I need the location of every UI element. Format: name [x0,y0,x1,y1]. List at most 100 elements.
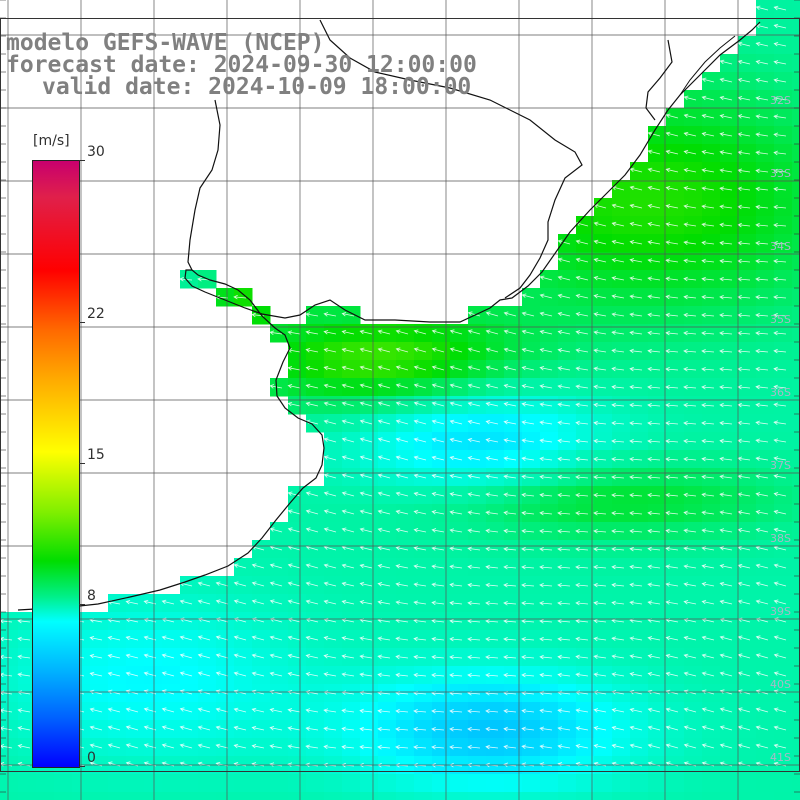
wind-arrow [233,599,247,605]
wind-cell [612,504,631,523]
wind-arrow [701,204,715,209]
wind-arrow [377,455,391,461]
wind-cell [468,792,487,800]
wind-arrow [125,743,139,749]
wind-cell [522,648,541,667]
wind-cell [594,558,613,577]
wind-arrow [557,492,571,498]
wind-cell [540,630,559,649]
wind-cell [558,486,577,505]
wind-cell [306,774,325,793]
wind-arrow [521,293,535,299]
wind-arrow [755,5,769,11]
wind-arrow [341,383,355,389]
wind-cell [594,450,613,469]
wind-arrow [611,743,625,749]
wind-arrow [629,439,643,444]
wind-arrow [719,671,733,677]
wind-arrow [539,311,553,317]
wind-arrow [755,96,769,101]
wind-arrow [719,635,733,641]
wind-arrow [611,618,625,624]
wind-cell [504,558,523,577]
wind-cell [738,252,757,271]
wind-cell [432,792,451,800]
wind-arrow [755,581,769,587]
wind-arrow [701,258,715,264]
wind-arrow [665,113,679,119]
wind-cell [774,162,793,181]
wind-arrow [593,582,607,588]
wind-arrow [431,347,445,353]
wind-arrow [557,384,571,389]
wind-cell [414,666,433,685]
wind-cell [792,468,800,487]
wind-cell [648,378,667,397]
wind-arrow [755,671,769,677]
wind-cell [486,612,505,631]
wind-arrow [629,546,643,552]
wind-arrow [485,492,499,497]
wind-cell [468,702,487,721]
wind-cell [576,558,595,577]
wind-arrow [629,384,643,390]
wind-arrow [773,5,787,11]
wind-arrow [701,222,715,228]
wind-arrow [701,474,715,480]
wind-arrow [323,708,337,713]
wind-cell [468,576,487,595]
wind-arrow [701,131,715,137]
wind-arrow [701,168,715,173]
wind-cell [666,774,685,793]
wind-arrow [125,689,139,695]
wind-arrow [413,582,427,587]
wind-arrow [719,581,733,587]
wind-cell [522,684,541,703]
wind-cell [738,378,757,397]
wind-arrow [665,149,679,155]
wind-cell [468,666,487,685]
wind-cell [576,774,595,793]
valid-date: valid date: 2024-10-09 18:00:00 [42,74,472,100]
wind-arrow [179,743,193,749]
wind-arrow [287,708,301,713]
wind-cell [342,774,361,793]
wind-arrow [323,419,337,425]
wind-cell [720,270,739,289]
wind-arrow [773,581,787,587]
wind-arrow [593,294,607,299]
wind-cell [720,234,739,253]
wind-arrow [467,329,481,335]
wind-arrow [17,672,31,677]
wind-arrow [539,275,553,281]
wind-arrow [773,527,787,533]
wind-arrow [287,401,301,407]
wind-arrow [539,547,553,552]
wind-cell [756,234,775,253]
wind-arrow [701,77,715,83]
wind-arrow [395,745,409,750]
wind-cell [702,270,721,289]
wind-cell [684,288,703,307]
wind-cell [630,378,649,397]
wind-arrow [539,726,553,732]
wind-arrow [449,365,463,371]
wind-arrow [341,455,355,461]
wind-arrow [521,583,535,588]
wind-arrow [521,420,535,425]
wind-arrow [557,402,571,407]
wind-arrow [485,726,499,732]
wind-arrow [413,401,427,407]
wind-arrow [359,347,373,353]
wind-cell [738,306,757,325]
wind-cell [594,540,613,559]
wind-cell [612,486,631,505]
wind-arrow [647,457,661,462]
wind-cell [684,486,703,505]
wind-arrow [575,511,589,516]
wind-cell [666,378,685,397]
wind-arrow [611,276,625,281]
wind-arrow [89,761,103,767]
wind-arrow [593,529,607,534]
